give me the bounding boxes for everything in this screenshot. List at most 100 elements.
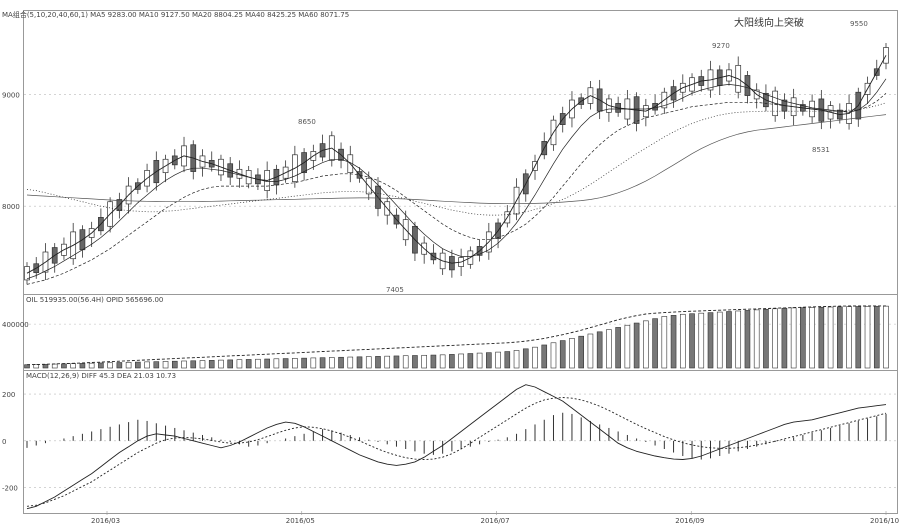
volume-bar (310, 357, 317, 369)
volume-bar (153, 361, 160, 369)
candlesticks (24, 43, 889, 285)
volume-bar (883, 305, 889, 369)
volume-bar (698, 312, 705, 369)
volume-bar (818, 306, 825, 369)
y-tick-label: 9000 (2, 91, 20, 99)
volume-bar (827, 306, 834, 369)
volume-bar (837, 306, 843, 369)
y-tick-label: 8000 (2, 203, 20, 211)
ma-line-ma20 (26, 93, 887, 285)
volume-bar (532, 346, 538, 369)
volume-bar (329, 357, 335, 369)
ma-lines (26, 55, 887, 285)
volume-bar (679, 313, 686, 369)
ma-line-ma60 (26, 114, 887, 205)
x-tick-labels: 2016/03 2016/05 2016/07 2016/09 2016/10 (91, 511, 899, 525)
volume-bar (855, 306, 862, 369)
volume-bar (735, 310, 742, 369)
volume-bar (873, 305, 880, 369)
volume-bar (522, 348, 529, 369)
volume-bar (449, 354, 455, 369)
volume-bar (781, 307, 788, 369)
volume-bar (467, 353, 474, 369)
macd-panel-frame (23, 370, 898, 514)
main-panel-frame (23, 10, 898, 295)
volume-bar (42, 363, 49, 369)
volume-bar (569, 338, 575, 369)
x-tick-label: 2016/10 (870, 517, 899, 525)
volume-bar (550, 342, 557, 369)
volume-bar (292, 358, 298, 369)
volume-bar (162, 361, 169, 369)
y-tick-label: 400000 (2, 321, 29, 329)
volume-bar (790, 307, 797, 369)
volume-bar (51, 363, 58, 369)
volume-bar (643, 320, 649, 369)
volume-bar (98, 362, 104, 369)
grid-lines (24, 94, 897, 488)
volume-bar (846, 306, 852, 369)
volume-bar (190, 360, 197, 369)
volume-bar (476, 352, 483, 369)
volume-bar (107, 362, 113, 369)
volume-bar (652, 318, 658, 369)
volume-bar (726, 311, 732, 369)
x-tick-label: 2016/07 (481, 517, 510, 525)
volume-bar (661, 316, 668, 369)
volume-info-text: OIL 519935.00(56.4H) OPID 565696.00 (26, 296, 163, 304)
volume-bar (412, 355, 418, 369)
volume-bar (356, 356, 363, 369)
volume-bar (70, 363, 76, 369)
volume-bar (578, 335, 584, 369)
volume-bar (615, 327, 621, 369)
volume-bar (587, 333, 594, 369)
volume-bar (421, 354, 427, 369)
volume-bar (393, 355, 400, 369)
volume-bar (116, 362, 123, 369)
volume-bar (809, 307, 815, 369)
macd-lines (26, 384, 887, 510)
volume-bar (208, 360, 215, 369)
volume-bar (282, 358, 289, 369)
volume-bar (864, 306, 871, 369)
volume-bar (125, 361, 132, 369)
volume-bar (255, 358, 261, 369)
volume-bar (596, 331, 603, 369)
volume-bar (384, 355, 391, 369)
volume-bar (670, 315, 677, 369)
candle-body (24, 266, 30, 281)
volume-bar (227, 359, 234, 369)
price-label-last: 9550 (850, 20, 868, 28)
volume-bar (171, 360, 178, 369)
y-tick-label: 200 (2, 391, 15, 399)
volume-bar (800, 307, 806, 369)
volume-bar (458, 353, 464, 369)
volume-bar (439, 354, 446, 369)
price-label-high2: 9270 (712, 42, 730, 50)
volume-bar (486, 352, 492, 369)
volume-bar (606, 329, 612, 369)
volume-bar (513, 350, 520, 369)
volume-bar (430, 354, 437, 369)
volume-bar (79, 363, 86, 369)
x-tick-label: 2016/05 (286, 517, 315, 525)
volume-bar (504, 351, 511, 369)
volume-bar (402, 355, 409, 369)
volume-bar (689, 313, 695, 369)
y-tick-label: -200 (2, 485, 18, 493)
price-label-low2: 8531 (812, 146, 830, 154)
volume-bar (744, 310, 751, 369)
volume-bar (273, 358, 280, 369)
annotation-text: 大阳线向上突破 (734, 16, 804, 29)
price-label-low1: 7405 (386, 286, 404, 294)
x-tick-label: 2016/09 (675, 517, 704, 525)
price-label-high1: 8650 (298, 118, 316, 126)
macd-line-dea (26, 397, 887, 507)
volume-bar (753, 309, 760, 369)
volume-bar (61, 363, 67, 369)
volume-bar (763, 309, 769, 369)
ma-line-ma5 (26, 55, 887, 274)
volume-bar (375, 356, 381, 369)
ma-line-ma40 (26, 102, 887, 216)
macd-line-diff (26, 384, 887, 510)
